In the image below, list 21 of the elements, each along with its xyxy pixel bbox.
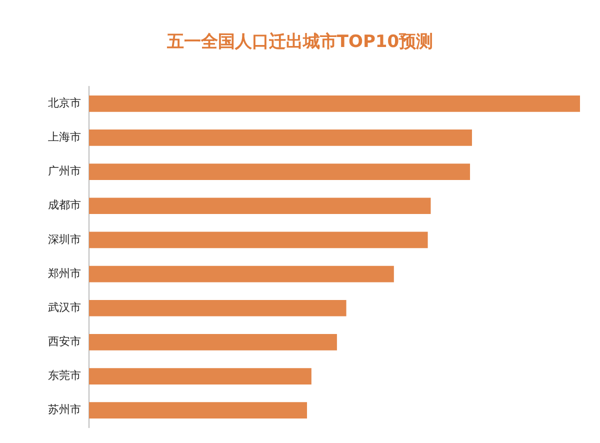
y-tick-label: 西安市 <box>48 335 81 348</box>
y-tick-label: 上海市 <box>48 130 81 144</box>
bar <box>89 232 428 248</box>
y-tick-label: 东莞市 <box>48 369 81 382</box>
y-tick-label: 深圳市 <box>48 232 81 246</box>
bar <box>89 300 346 316</box>
y-tick-label: 郑州市 <box>48 266 81 280</box>
y-tick-label: 广州市 <box>48 164 81 178</box>
bar <box>89 164 470 180</box>
bar <box>89 266 394 282</box>
bar <box>89 95 580 112</box>
y-tick-label: 苏州市 <box>48 403 81 416</box>
bar <box>89 334 337 350</box>
bar <box>89 368 312 384</box>
bar <box>89 402 308 419</box>
y-tick-label: 成都市 <box>48 198 81 212</box>
y-tick-label: 北京市 <box>48 96 81 110</box>
chart-title: 五一全国人口迁出城市TOP10预测 <box>166 31 434 53</box>
bar <box>89 130 472 146</box>
y-tick-label: 武汉市 <box>48 300 81 314</box>
bar <box>89 198 431 214</box>
